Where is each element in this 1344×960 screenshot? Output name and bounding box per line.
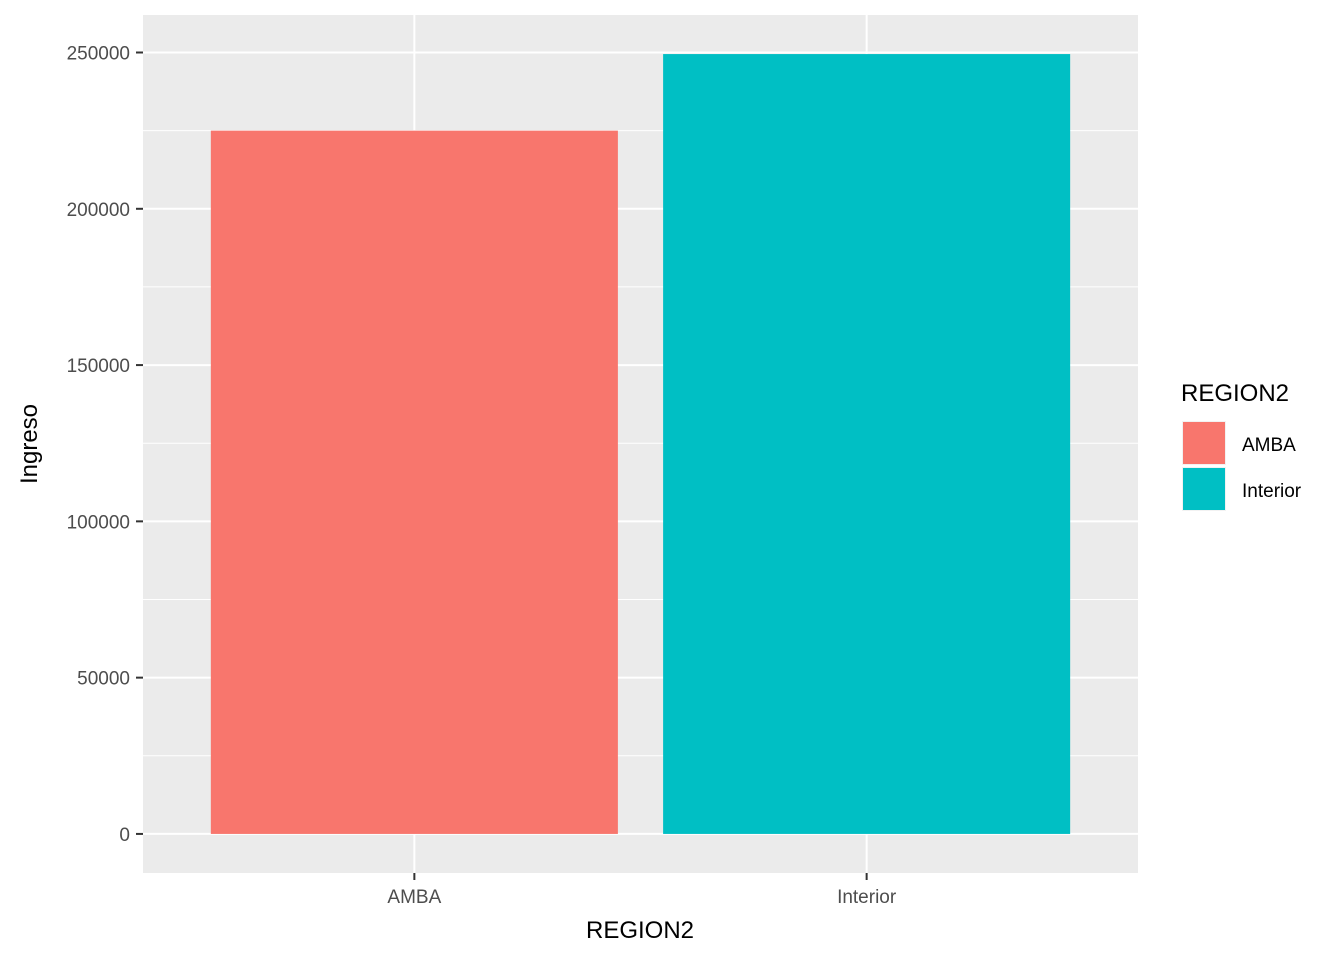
x-axis-title: REGION2 xyxy=(586,917,694,944)
legend-label-interior: Interior xyxy=(1242,481,1302,502)
bars xyxy=(210,54,1071,834)
x-axis: AMBA Interior xyxy=(387,873,897,908)
x-tick-label: Interior xyxy=(837,887,897,908)
bar-amba xyxy=(210,130,618,834)
legend: REGION2 AMBA Interior xyxy=(1181,380,1302,511)
y-tick-label: 150000 xyxy=(67,356,130,377)
legend-items: AMBA Interior xyxy=(1182,421,1302,511)
y-axis: 0 50000 100000 150000 200000 250000 xyxy=(67,44,143,846)
legend-title: REGION2 xyxy=(1181,380,1289,407)
legend-label-amba: AMBA xyxy=(1242,435,1296,456)
legend-swatch-amba xyxy=(1183,422,1225,464)
x-tick-label: AMBA xyxy=(387,887,441,908)
bar-interior xyxy=(663,54,1071,834)
legend-swatch-interior xyxy=(1183,468,1225,510)
y-tick-label: 50000 xyxy=(77,669,130,690)
y-tick-label: 250000 xyxy=(67,44,130,65)
y-tick-label: 100000 xyxy=(67,512,130,533)
y-tick-label: 0 xyxy=(119,825,130,846)
y-axis-title: Ingreso xyxy=(16,404,43,484)
y-tick-label: 200000 xyxy=(67,200,130,221)
